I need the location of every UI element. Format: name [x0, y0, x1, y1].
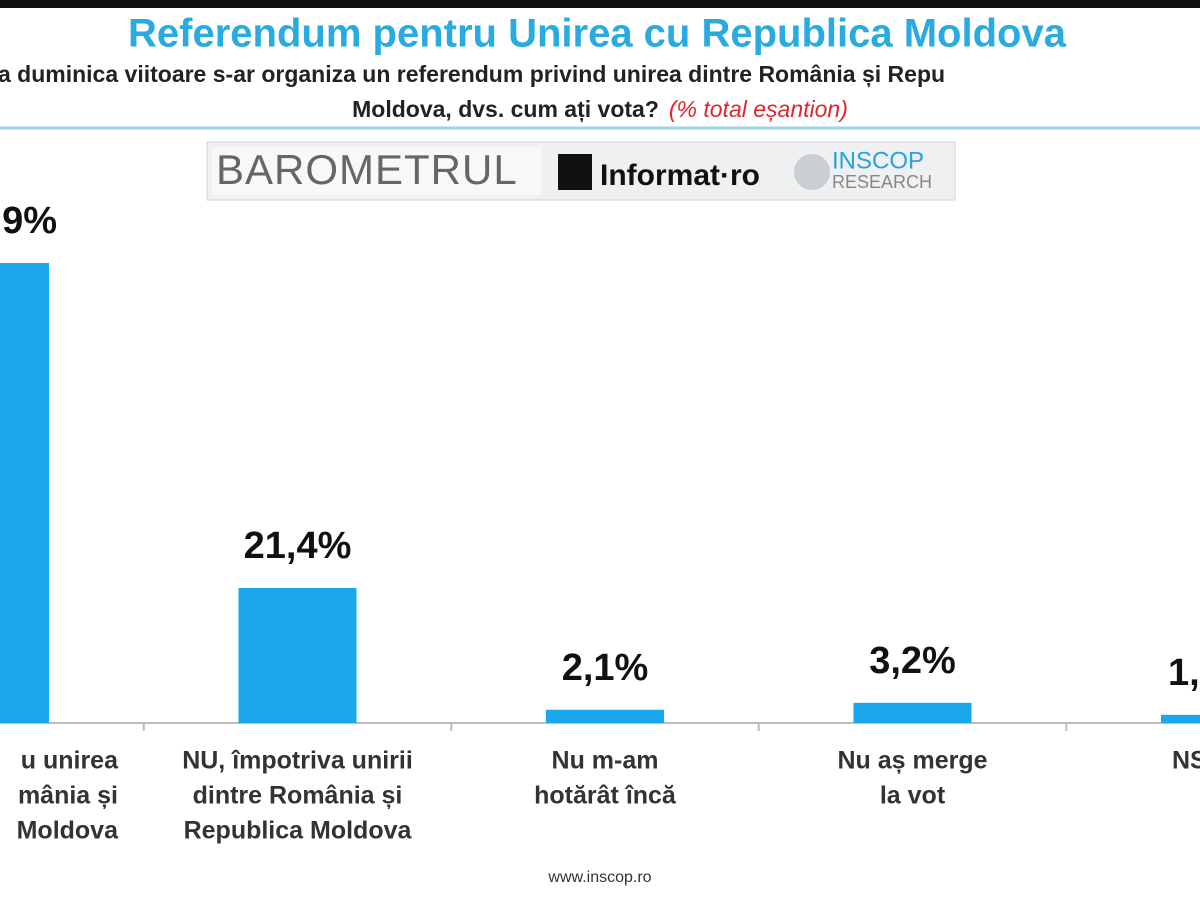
subtitle-text: Moldova, dvs. cum ați vota? [352, 96, 659, 123]
bar [546, 709, 664, 723]
logo-text: INSCOP [832, 147, 924, 174]
category-label: Moldova [17, 817, 119, 845]
value-label: 21,4% [244, 525, 352, 567]
value-label: 2,1% [562, 647, 649, 689]
category-label: la vot [880, 782, 946, 810]
logo-icon [794, 154, 830, 190]
footer: www.inscop.ro [547, 869, 651, 886]
logo-panel [212, 147, 542, 195]
bar [238, 587, 357, 723]
subtitle-note: (% total eșantion) [669, 96, 848, 122]
category-label: Republica Moldova [184, 817, 413, 845]
category-label: hotărât încă [534, 782, 677, 810]
value-label: 1, [1168, 652, 1200, 694]
chart-title: Referendum pentru Unirea cu Republica Mo… [128, 12, 1067, 56]
value-label: 9% [2, 200, 57, 242]
logo-text: BAROMETRUL [216, 146, 518, 193]
category-label: dintre România și [193, 782, 403, 810]
subtitle-line: a duminica viitoare s-ar organiza un ref… [0, 61, 945, 88]
logo-text: RESEARCH [832, 172, 932, 192]
value-label: 3,2% [869, 640, 956, 682]
logo-icon [558, 154, 592, 190]
subtitle-line: Moldova, dvs. cum ați vota? (% total eșan… [352, 96, 848, 123]
logo-text: Informat·ro [600, 159, 760, 192]
top-band [0, 0, 1200, 8]
category-label: Nu aș merge [837, 747, 987, 775]
category-label: NU, împotriva unirii [182, 747, 413, 775]
logo-strip: BAROMETRUL Informat·ro INSCOP RESEARCH [206, 141, 956, 201]
category-label: u unirea [21, 747, 119, 775]
category-label: NS [1172, 747, 1200, 775]
category-label: Nu m-am [552, 747, 659, 775]
bar [0, 263, 49, 723]
bar [1161, 714, 1200, 723]
bar [853, 702, 972, 723]
category-label: mânia și [18, 782, 118, 810]
